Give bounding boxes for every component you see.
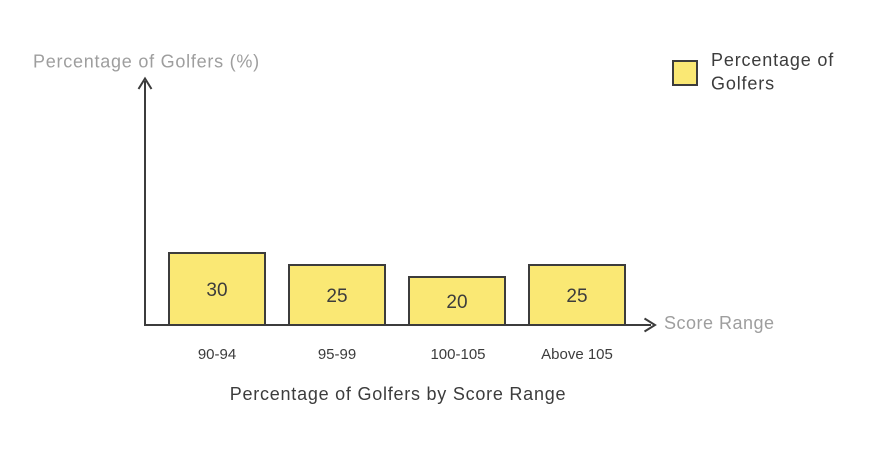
- svg-text:20: 20: [446, 292, 467, 313]
- svg-text:25: 25: [326, 286, 347, 307]
- svg-text:Score Range: Score Range: [664, 313, 775, 333]
- svg-text:Golfers: Golfers: [711, 74, 775, 94]
- svg-text:Percentage of Golfers by Score: Percentage of Golfers by Score Range: [230, 384, 567, 404]
- svg-text:Percentage of Golfers (%): Percentage of Golfers (%): [33, 52, 260, 72]
- svg-text:90-94: 90-94: [198, 346, 236, 363]
- svg-text:Percentage of: Percentage of: [711, 50, 834, 70]
- svg-text:100-105: 100-105: [430, 346, 485, 363]
- svg-text:25: 25: [566, 286, 587, 307]
- svg-text:30: 30: [206, 280, 227, 301]
- svg-text:Above 105: Above 105: [541, 346, 613, 363]
- svg-text:95-99: 95-99: [318, 346, 356, 363]
